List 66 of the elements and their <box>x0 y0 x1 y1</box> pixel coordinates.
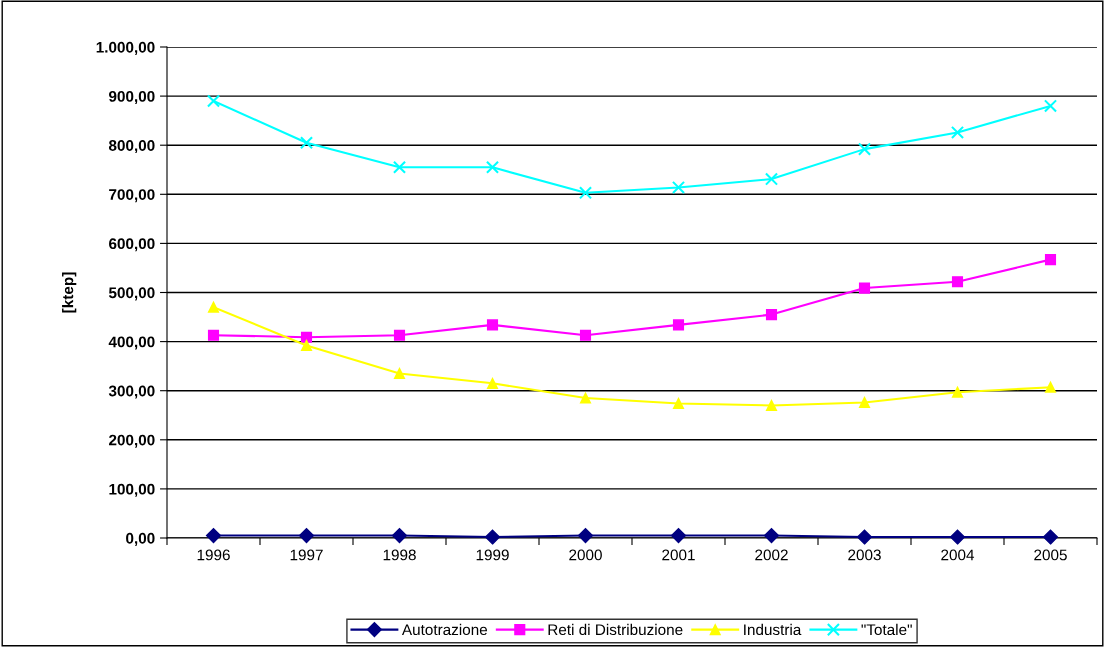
point <box>858 396 871 409</box>
y-tick-label: 100,00 <box>109 483 155 497</box>
point <box>486 319 499 331</box>
y-tick-label: 700,00 <box>109 189 155 203</box>
point <box>672 319 685 331</box>
legend-label: "Totale" <box>861 623 912 636</box>
point <box>205 527 222 544</box>
point <box>951 276 964 288</box>
point <box>578 186 593 200</box>
point <box>393 367 406 380</box>
y-tick-label: 900,00 <box>109 90 155 104</box>
point <box>485 160 500 174</box>
y-tick-label: 0,00 <box>126 532 155 546</box>
point <box>950 125 965 140</box>
x-tick-label: 2005 <box>1034 549 1067 561</box>
y-tick-label: 400,00 <box>108 336 155 350</box>
point <box>207 301 220 313</box>
point <box>300 339 313 352</box>
point <box>765 309 778 321</box>
x-tick-label: 1999 <box>476 549 509 561</box>
y-tick-label: 200,00 <box>109 434 155 448</box>
point <box>393 329 406 341</box>
point <box>298 527 315 544</box>
x-tick-label: 1998 <box>383 549 416 561</box>
x-tick-label: 2003 <box>848 549 881 561</box>
x-tick-label: 2002 <box>755 549 788 561</box>
point <box>857 142 872 156</box>
point <box>577 527 594 544</box>
point <box>670 527 687 544</box>
point <box>1044 254 1057 266</box>
point <box>486 377 499 389</box>
point <box>949 529 966 545</box>
point <box>579 329 592 341</box>
point <box>300 331 313 343</box>
legend-label: Autotrazione <box>401 623 488 636</box>
point <box>858 282 871 294</box>
y-tick-label: 600,00 <box>109 238 155 252</box>
x-tick-label: 2001 <box>662 549 695 561</box>
point <box>1043 99 1058 113</box>
point <box>207 329 220 341</box>
point <box>1042 529 1059 545</box>
point <box>579 392 592 404</box>
point <box>392 160 407 174</box>
point <box>764 172 779 186</box>
point <box>672 397 685 410</box>
point <box>1044 381 1057 393</box>
point <box>763 527 780 544</box>
y-tick-label: 500,00 <box>108 287 155 301</box>
legend-label: Industria <box>744 623 802 636</box>
point <box>206 94 221 108</box>
point <box>299 136 314 150</box>
x-tick-label: 2004 <box>941 549 975 561</box>
point <box>951 386 964 398</box>
x-tick-label: 1996 <box>197 549 230 561</box>
y-tick-label: 800,00 <box>108 140 155 154</box>
y-tick-label: 1.000,00 <box>96 41 155 55</box>
point <box>671 180 686 195</box>
x-tick-label: 1997 <box>290 549 323 561</box>
y-axis-title: [ktep] <box>62 272 77 313</box>
x-tick-label: 2000 <box>569 549 602 561</box>
legend-label: Reti di Distribuzione <box>548 623 683 636</box>
point <box>765 399 778 411</box>
point <box>484 529 501 545</box>
y-tick-label: 300,00 <box>108 385 155 399</box>
point <box>391 527 408 544</box>
point <box>856 529 873 545</box>
